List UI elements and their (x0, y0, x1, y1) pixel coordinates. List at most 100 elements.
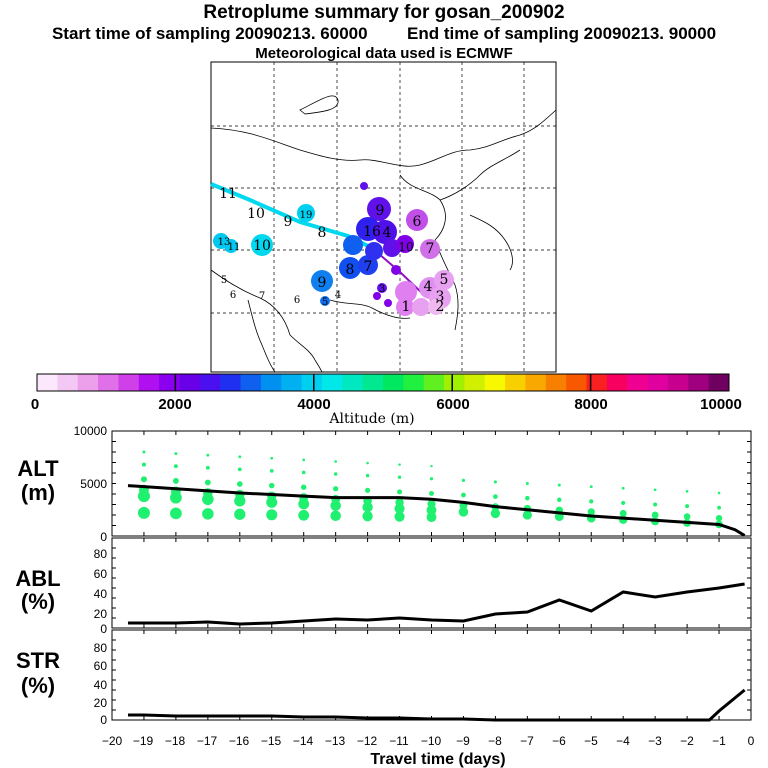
abl-ytick: 20 (94, 607, 108, 621)
traj-dot (396, 298, 414, 316)
alt-panel-title: ALT (17, 456, 59, 481)
x-axis-label: Travel time (days) (370, 751, 505, 768)
traj-dot (377, 283, 387, 293)
altitude-point (426, 505, 437, 516)
altitude-point (140, 476, 147, 483)
traj-dot (412, 298, 430, 316)
map-label: 8 (346, 262, 355, 278)
altitude-point (683, 513, 691, 520)
altitude-point (493, 480, 497, 484)
colorbar-swatch (545, 374, 567, 391)
altitude-point (619, 509, 627, 517)
altitude-point (651, 511, 659, 519)
map-label: 13 (218, 237, 231, 248)
altitude-point (394, 511, 405, 522)
map-label: 5 (322, 297, 328, 308)
map-label: 6 (230, 290, 236, 301)
altitude-point (141, 462, 146, 467)
map-label: 19 (300, 210, 313, 221)
colorbar-swatch (606, 374, 628, 391)
colorbar-swatch (37, 374, 58, 391)
x-tick: −15 (261, 734, 282, 748)
altitude-point (493, 494, 498, 499)
traj-dot (360, 182, 368, 190)
altitude-point (365, 487, 371, 493)
map-label: 9 (284, 214, 293, 230)
altitude-point (653, 488, 657, 492)
altitude-point (557, 497, 562, 502)
altitude-point (397, 489, 403, 495)
altitude-point (173, 464, 178, 469)
colorbar-swatch (423, 374, 445, 391)
altitude-point (362, 501, 373, 513)
altitude-point (172, 477, 179, 484)
y-tick-labels: 10000 5000 0 80 60 40 20 0 80 60 40 20 0 (74, 424, 108, 727)
x-tick: −12 (357, 734, 378, 748)
x-tick: −16 (229, 734, 250, 748)
traj-dot (434, 270, 454, 290)
altitude-point (395, 498, 404, 507)
map-label: 9 (318, 275, 327, 291)
colorbar-swatch (321, 374, 343, 391)
abl-panel-line (127, 582, 745, 626)
end-time-text: End time of sampling 20090213. 90000 (407, 24, 717, 43)
alt-panel-line (127, 484, 746, 537)
map-label: 3 (379, 284, 385, 295)
str-panel-frame (111, 629, 752, 721)
colorbar-swatch (240, 374, 262, 391)
map-label: 11 (228, 242, 241, 253)
str-ytick: 20 (94, 696, 108, 710)
colorbar-tick: 2000 (158, 396, 191, 413)
traj-dot (373, 292, 381, 300)
x-tick: −19 (133, 734, 154, 748)
altitude-point (236, 481, 243, 487)
traj-dot (384, 299, 392, 307)
traj-dot (406, 209, 428, 231)
traj-dot (297, 204, 315, 222)
traj-dot (339, 257, 361, 279)
altitude-point (365, 473, 370, 478)
altitude-point (330, 500, 341, 511)
str-ytick: 0 (100, 713, 107, 727)
altitude-point (270, 456, 274, 460)
map-label: 4 (383, 225, 392, 241)
colorbar-swatch (362, 374, 384, 391)
colorbar-swatch (342, 374, 364, 391)
x-tick: −10 (421, 734, 442, 748)
colorbar-swatch (118, 374, 140, 391)
colorbar-swatch (444, 374, 465, 391)
altitude-point (717, 505, 721, 510)
colorbar-swatch (383, 374, 404, 391)
start-time-text: Start time of sampling 20090213. 60000 (51, 24, 368, 43)
colorbar-swatch (260, 374, 282, 391)
str-ytick: 80 (94, 641, 108, 655)
sampling-times: Start time of sampling 20090213. 60000 E… (0, 24, 768, 44)
colorbar-tick: 0 (31, 396, 39, 413)
colorbar-tick: 4000 (297, 396, 330, 413)
map-label: 8 (318, 225, 327, 241)
altitude-point (269, 469, 274, 473)
colorbar-label: Altitude (m) (328, 411, 414, 427)
altitude-point (557, 483, 561, 487)
abl-ytick: 0 (100, 622, 107, 636)
traj-dot (224, 239, 238, 253)
altitude-point (458, 507, 469, 517)
altitude-point (398, 463, 401, 466)
traj-dot (311, 270, 333, 292)
altitude-point (174, 452, 178, 456)
colorbar-tick: 10000 (700, 396, 742, 413)
map-label: 5 (221, 275, 227, 286)
colorbar-swatch (667, 374, 689, 391)
map-label: 4 (335, 290, 341, 301)
abl-panel-frame (111, 537, 752, 629)
altitude-point (685, 504, 690, 509)
altitude-point (298, 498, 310, 510)
altitude-point (206, 453, 210, 457)
altitude-point (302, 458, 306, 462)
x-tick: −8 (488, 734, 502, 748)
map-label: 2 (436, 299, 445, 315)
alt-panel-unit: (m) (21, 480, 55, 505)
x-tick: −14 (293, 734, 314, 748)
altitude-point (202, 508, 214, 520)
